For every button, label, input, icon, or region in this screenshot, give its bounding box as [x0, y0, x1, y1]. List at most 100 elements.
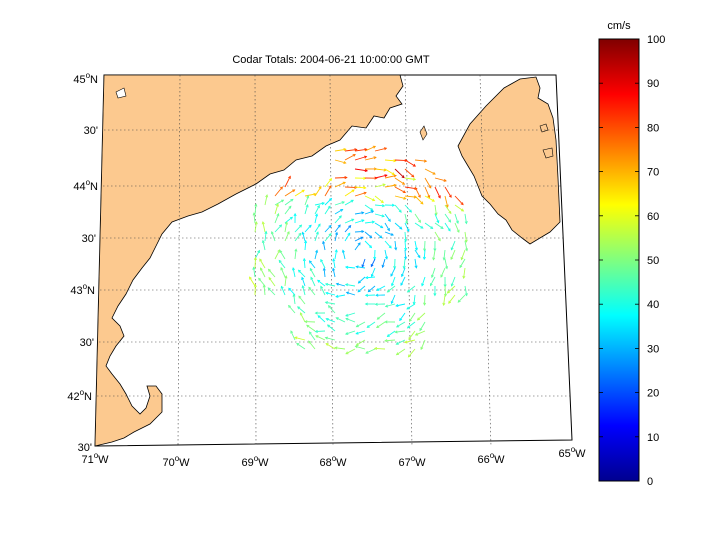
current-vector-head	[395, 341, 399, 345]
current-vector	[454, 195, 464, 206]
current-vector-head	[406, 325, 411, 329]
current-vector-head	[370, 273, 374, 278]
current-vector	[414, 186, 421, 198]
current-vector-head	[383, 168, 387, 172]
current-vector-head	[391, 203, 396, 207]
current-vector	[254, 257, 256, 269]
current-vector-head	[361, 264, 365, 268]
current-vector-head	[372, 198, 376, 202]
current-vector	[434, 213, 440, 223]
current-vector-head	[355, 331, 359, 335]
current-vector-head	[393, 174, 397, 178]
colorbar-ticks: 0 10 20 30 40 50 60 70 80 90 100	[599, 34, 665, 488]
current-vector-head	[380, 225, 384, 229]
current-vector	[371, 267, 376, 277]
current-vector-head	[373, 347, 378, 351]
current-vector-head	[460, 257, 464, 261]
current-vector	[314, 250, 318, 260]
current-vector-head	[447, 228, 451, 232]
current-vector-head	[292, 267, 296, 271]
lat-label: 44oN	[73, 178, 98, 193]
current-vector	[394, 240, 397, 250]
colorbar-tick-label: 30	[647, 343, 659, 355]
current-vector	[396, 348, 406, 356]
current-vector-head	[436, 220, 440, 224]
current-vector-head	[299, 312, 303, 316]
current-vector	[404, 204, 412, 213]
current-vector-head	[306, 324, 310, 328]
current-vector-head	[388, 245, 392, 249]
current-vector	[324, 198, 332, 206]
current-vector-head	[387, 218, 391, 222]
current-vector	[278, 260, 286, 269]
current-vector-head	[423, 159, 428, 163]
current-vector	[336, 283, 346, 287]
current-vector	[354, 168, 368, 172]
current-vector-head	[275, 203, 279, 207]
current-vector	[390, 267, 396, 277]
current-vector-head	[344, 265, 349, 269]
current-vector-head	[334, 249, 338, 253]
current-vector-head	[376, 287, 380, 291]
current-vector	[345, 283, 356, 287]
current-vector	[271, 231, 276, 242]
current-vector-head	[249, 276, 252, 280]
current-vector	[259, 258, 266, 269]
current-vector	[284, 231, 290, 242]
current-vector	[414, 195, 424, 205]
current-vector	[444, 213, 451, 223]
current-vector	[344, 225, 352, 233]
current-vector-head	[317, 204, 320, 209]
current-vector-head	[446, 290, 450, 294]
current-vector-head	[398, 209, 402, 213]
current-vector-head	[350, 199, 354, 203]
current-vector-head	[384, 304, 389, 308]
current-vector-head	[261, 239, 265, 244]
current-vector-head	[402, 265, 406, 270]
current-vector-head	[386, 334, 390, 337]
current-vector-head	[420, 346, 424, 351]
current-vector-head	[420, 225, 424, 229]
current-vector	[354, 186, 366, 189]
lat-label: 30'	[82, 233, 96, 245]
current-vector-head	[254, 203, 258, 207]
current-vector	[344, 232, 351, 242]
current-vector	[364, 210, 374, 215]
current-vector	[254, 221, 257, 233]
current-vector-head	[335, 294, 339, 298]
current-vector	[294, 249, 297, 260]
current-vector	[262, 221, 266, 233]
current-vector	[374, 231, 383, 239]
colorbar-tick-label: 40	[647, 299, 659, 311]
current-vector	[297, 306, 306, 314]
current-vector-head	[401, 273, 404, 278]
current-vector	[342, 250, 346, 260]
current-vector-head	[293, 212, 297, 217]
current-vector-head	[401, 181, 406, 185]
current-vector	[356, 339, 366, 346]
current-vector-head	[355, 265, 359, 269]
current-vector-head	[443, 293, 447, 297]
current-vector	[368, 285, 376, 293]
current-vector	[396, 321, 406, 328]
current-vector	[334, 177, 347, 179]
land-island-3	[115, 87, 127, 99]
current-vector	[384, 339, 396, 342]
current-vector	[294, 224, 302, 233]
current-vector	[288, 287, 296, 296]
current-vector	[315, 330, 326, 333]
current-vector-head	[289, 216, 294, 220]
current-vector-head	[301, 231, 305, 235]
current-vector	[262, 240, 266, 251]
current-vector-head	[363, 186, 367, 190]
current-vector-head	[402, 190, 407, 194]
current-vector	[314, 223, 321, 233]
current-vector	[354, 230, 364, 233]
current-vector-head	[465, 248, 469, 252]
current-vector-head	[455, 220, 459, 224]
current-vector	[357, 285, 366, 293]
current-vector	[268, 269, 276, 278]
current-vector	[382, 258, 386, 268]
current-vector-head	[414, 247, 418, 251]
current-vector-head	[407, 354, 411, 358]
